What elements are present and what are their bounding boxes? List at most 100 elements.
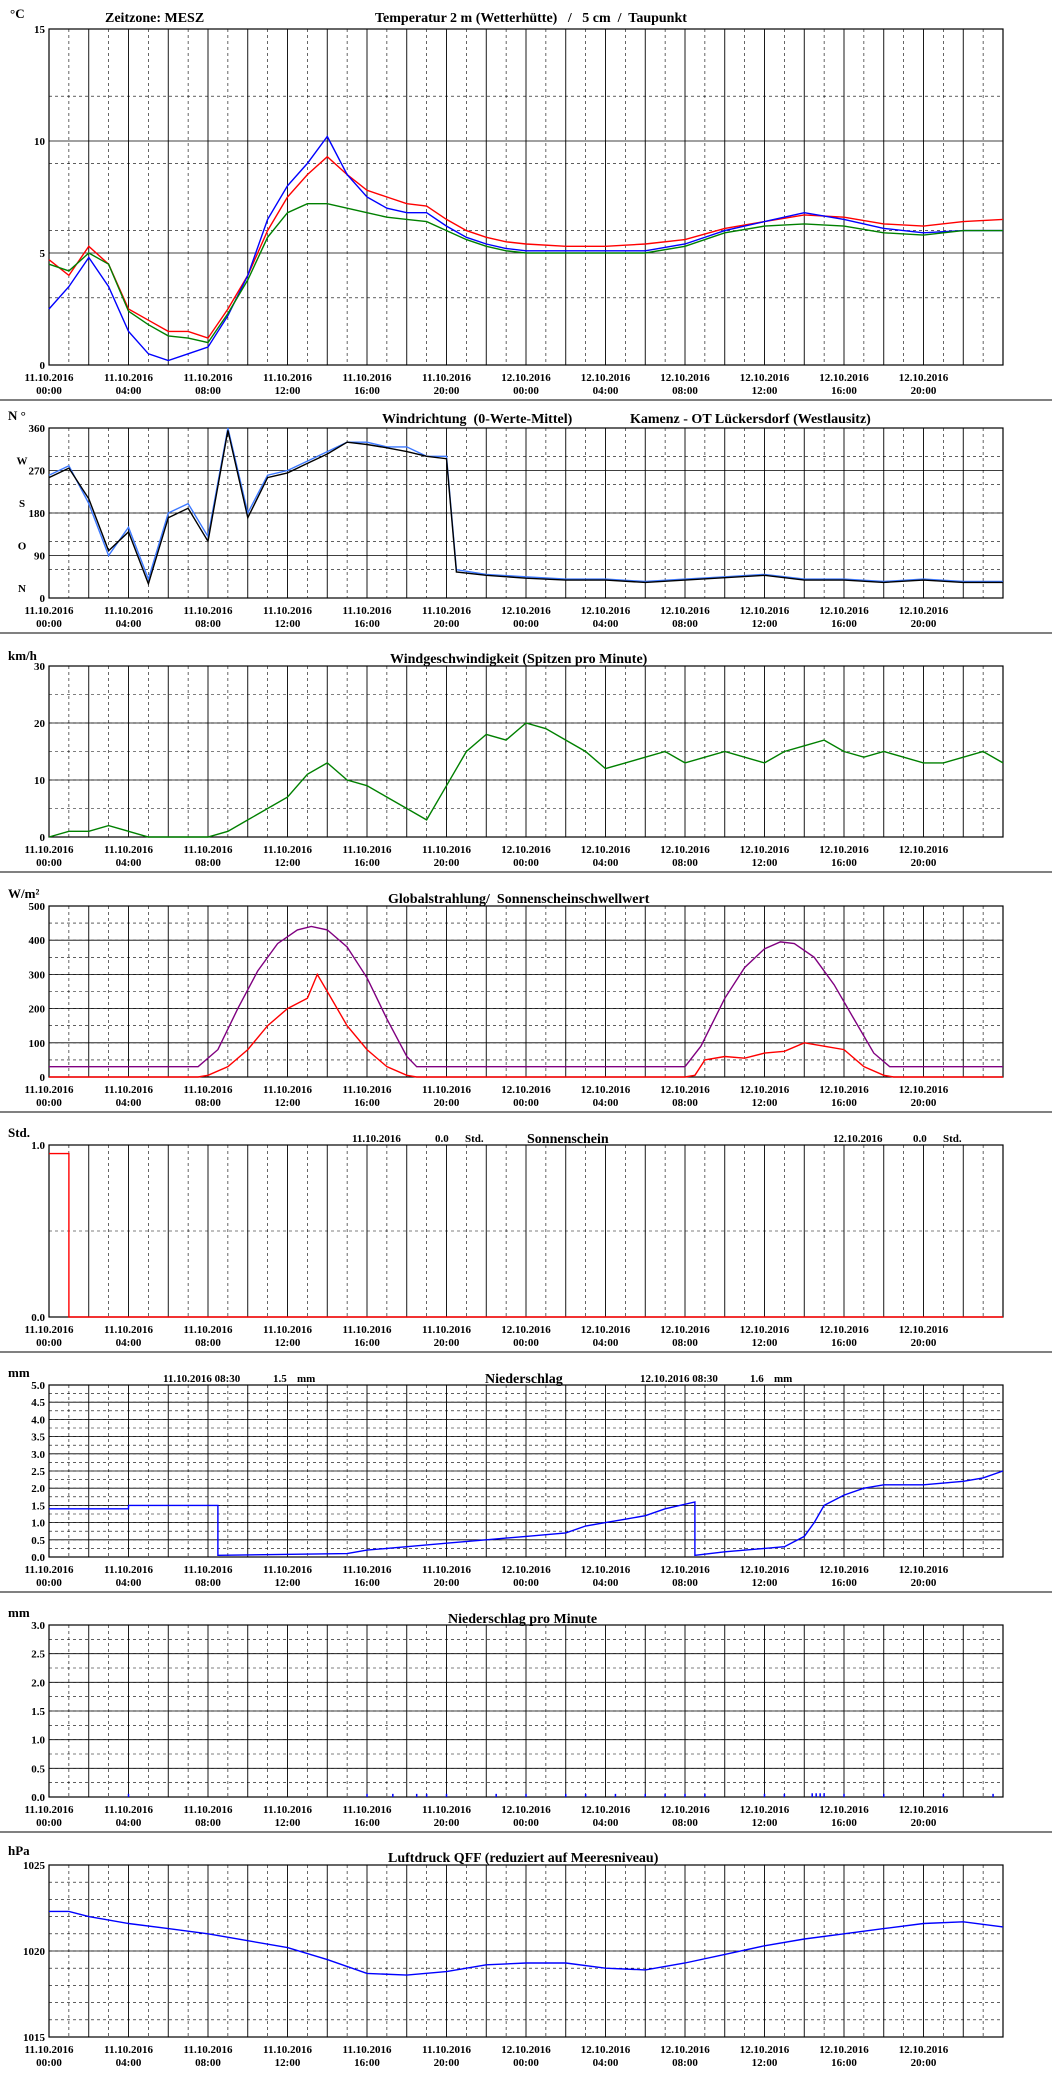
x-tick-time: 20:00 xyxy=(434,385,460,397)
radiation-title: Globalstrahlung/ Sonnenscheinschwellwert xyxy=(388,892,650,907)
x-tick-time: 20:00 xyxy=(434,1097,460,1109)
x-tick-time: 20:00 xyxy=(911,857,937,869)
x-tick-time: 20:00 xyxy=(434,857,460,869)
panel-radiation: W/m² Globalstrahlung/ Sonnenscheinschwel… xyxy=(0,886,1052,1113)
plot-frame xyxy=(48,28,1004,366)
x-tick-date: 12.10.2016 xyxy=(819,1324,869,1336)
x-tick-time: 00:00 xyxy=(513,618,539,630)
series-line xyxy=(48,722,1004,838)
series-line xyxy=(48,203,1003,344)
title-sep-2: / xyxy=(614,11,625,26)
y-tick-label: 15 xyxy=(34,24,46,36)
wind-speed-title: Windgeschwindigkeit (Spitzen pro Minute) xyxy=(390,652,648,667)
x-tick-time: 08:00 xyxy=(672,618,698,630)
precipitation-unit: mm xyxy=(8,1365,30,1380)
x-tick-time: 08:00 xyxy=(195,385,221,397)
x-tick-time: 12:00 xyxy=(752,385,778,397)
x-tick-date: 12.10.2016 xyxy=(740,605,790,617)
plot-pressure: 10151020102511.10.201600:0011.10.201604:… xyxy=(23,1860,1004,2069)
panel-wind-direction: N ° Windrichtung (0-Werte-Mittel) Kamenz… xyxy=(0,408,1052,634)
x-tick-date: 12.10.2016 xyxy=(819,605,869,617)
y-tick-label: 2.5 xyxy=(31,1466,45,1478)
x-tick-date: 12.10.2016 xyxy=(660,1804,710,1816)
x-tick-date: 12.10.2016 xyxy=(899,1084,949,1096)
y-tick-label: 1020 xyxy=(23,1946,46,1958)
x-tick-date: 11.10.2016 xyxy=(184,2044,233,2056)
y-tick-label: 360 xyxy=(29,423,46,435)
precip-day2-unit: mm xyxy=(774,1373,792,1385)
x-tick-date: 12.10.2016 xyxy=(581,1564,631,1576)
x-tick-date: 12.10.2016 xyxy=(819,1564,869,1576)
series-line xyxy=(49,1152,1003,1318)
y-tick-label: 0.5 xyxy=(31,1763,45,1775)
x-tick-time: 04:00 xyxy=(116,618,142,630)
precip-day1-date: 11.10.2016 08:30 xyxy=(163,1373,241,1385)
x-tick-time: 16:00 xyxy=(354,385,380,397)
x-tick-date: 12.10.2016 xyxy=(899,372,949,384)
x-tick-time: 12:00 xyxy=(752,2057,778,2069)
x-tick-time: 16:00 xyxy=(831,1097,857,1109)
x-tick-time: 12:00 xyxy=(275,1817,301,1829)
x-tick-time: 12:00 xyxy=(752,1337,778,1349)
x-tick-date: 12.10.2016 xyxy=(660,372,710,384)
x-tick-date: 11.10.2016 xyxy=(184,1564,233,1576)
plot-frame xyxy=(48,427,1004,599)
precip-minute-unit: mm xyxy=(8,1605,30,1620)
y-tick-label: 1025 xyxy=(23,1860,46,1872)
y-tick-label: 5 xyxy=(40,248,46,260)
x-tick-date: 11.10.2016 xyxy=(184,844,233,856)
y-tick-label: 10 xyxy=(34,136,46,148)
x-tick-time: 16:00 xyxy=(354,1577,380,1589)
sunshine-day2-value: 0.0 xyxy=(913,1133,927,1145)
panel-temperature: °C Zeitzone: MESZ Temperatur 2 m (Wetter… xyxy=(0,6,1052,401)
series-line xyxy=(49,925,1003,1068)
x-tick-date: 11.10.2016 xyxy=(343,844,392,856)
panel-sunshine: Std. 11.10.2016 0.0 Std. Sonnenschein 12… xyxy=(0,1125,1052,1353)
title-5cm: 5 cm xyxy=(582,11,611,26)
title-mean: (0-Werte-Mittel) xyxy=(470,412,573,427)
plot-frame xyxy=(48,1864,1004,2038)
x-tick-time: 08:00 xyxy=(672,857,698,869)
compass-label: S xyxy=(19,498,25,510)
x-tick-date: 11.10.2016 xyxy=(422,1804,471,1816)
x-tick-date: 12.10.2016 xyxy=(819,2044,869,2056)
x-tick-time: 04:00 xyxy=(116,857,142,869)
x-tick-time: 12:00 xyxy=(752,857,778,869)
x-tick-time: 00:00 xyxy=(513,2057,539,2069)
x-tick-date: 11.10.2016 xyxy=(343,2044,392,2056)
temperature-unit: °C xyxy=(10,6,25,21)
wind-direction-unit: N ° xyxy=(8,408,26,423)
x-tick-date: 11.10.2016 xyxy=(184,1084,233,1096)
y-tick-label: 2.0 xyxy=(31,1677,45,1689)
x-tick-date: 12.10.2016 xyxy=(899,2044,949,2056)
y-tick-label: 0.0 xyxy=(31,1312,45,1324)
x-tick-time: 16:00 xyxy=(354,1337,380,1349)
x-tick-date: 12.10.2016 xyxy=(899,1804,949,1816)
x-tick-date: 11.10.2016 xyxy=(25,1084,74,1096)
sunshine-day2-date: 12.10.2016 xyxy=(833,1133,883,1145)
x-tick-date: 12.10.2016 xyxy=(660,1324,710,1336)
x-tick-time: 08:00 xyxy=(195,1817,221,1829)
x-tick-time: 12:00 xyxy=(275,1097,301,1109)
x-tick-date: 12.10.2016 xyxy=(660,1564,710,1576)
x-tick-time: 00:00 xyxy=(36,857,62,869)
x-tick-date: 12.10.2016 xyxy=(740,1804,790,1816)
y-tick-label: 3.0 xyxy=(31,1449,45,1461)
panel-precip-minute: mm Niederschlag pro Minute 0.0 0.5 1.0 1.5 2… xyxy=(0,1605,1052,1833)
plot-radiation: 010020030040050011.10.201600:0011.10.201… xyxy=(0,901,1052,1113)
x-tick-date: 12.10.2016 xyxy=(581,1804,631,1816)
timezone-label: Zeitzone: MESZ xyxy=(105,11,204,26)
x-tick-date: 12.10.2016 xyxy=(819,844,869,856)
sunshine-day1-unit: Std. xyxy=(465,1133,484,1145)
series-line xyxy=(49,1470,1004,1557)
x-tick-time: 16:00 xyxy=(831,618,857,630)
x-tick-date: 12.10.2016 xyxy=(740,1324,790,1336)
y-tick-label: 200 xyxy=(29,1004,46,1016)
x-tick-date: 12.10.2016 xyxy=(740,1564,790,1576)
y-tick-label: 180 xyxy=(29,508,46,520)
x-tick-time: 04:00 xyxy=(593,1097,619,1109)
x-tick-date: 12.10.2016 xyxy=(581,1084,631,1096)
x-tick-time: 20:00 xyxy=(911,618,937,630)
x-tick-date: 12.10.2016 xyxy=(740,2044,790,2056)
precipitation-title: Niederschlag xyxy=(485,1372,563,1387)
